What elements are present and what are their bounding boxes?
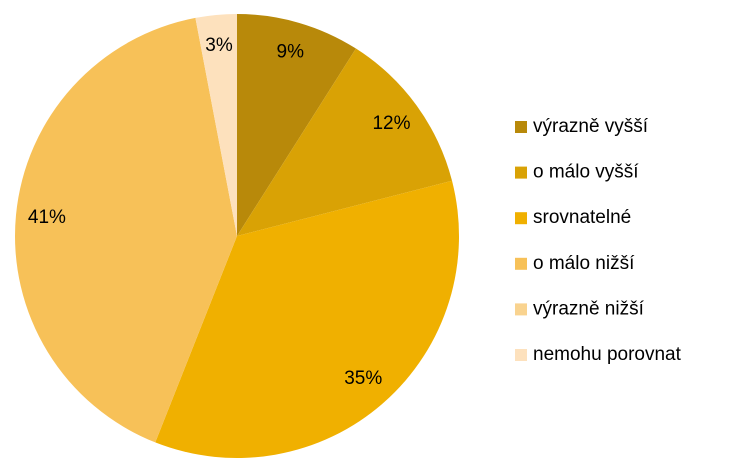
legend-label: srovnatelné bbox=[533, 207, 631, 228]
data-label: 35% bbox=[344, 368, 382, 389]
pie-slice bbox=[237, 14, 356, 236]
legend-swatch bbox=[515, 257, 527, 270]
legend-label: výrazně vyšší bbox=[533, 116, 649, 137]
data-label: 41% bbox=[28, 207, 66, 228]
legend-label: o málo vyšší bbox=[533, 162, 639, 183]
pie-slice bbox=[15, 17, 238, 443]
pie-slice bbox=[155, 180, 459, 458]
legend-swatch bbox=[515, 349, 527, 361]
legend-swatch bbox=[515, 303, 527, 316]
legend-swatch bbox=[515, 121, 527, 133]
legend-label: výrazně nižší bbox=[533, 298, 645, 319]
legend-swatch bbox=[515, 166, 527, 179]
data-label: 9% bbox=[277, 42, 305, 63]
data-label: 12% bbox=[372, 113, 410, 134]
legend-label: nemohu porovnat bbox=[533, 344, 682, 365]
data-label: 3% bbox=[205, 35, 233, 56]
legend-swatch bbox=[515, 212, 527, 225]
legend-label: o málo nižší bbox=[533, 253, 635, 274]
pie-slice bbox=[195, 14, 237, 236]
pie-slice bbox=[237, 48, 453, 236]
